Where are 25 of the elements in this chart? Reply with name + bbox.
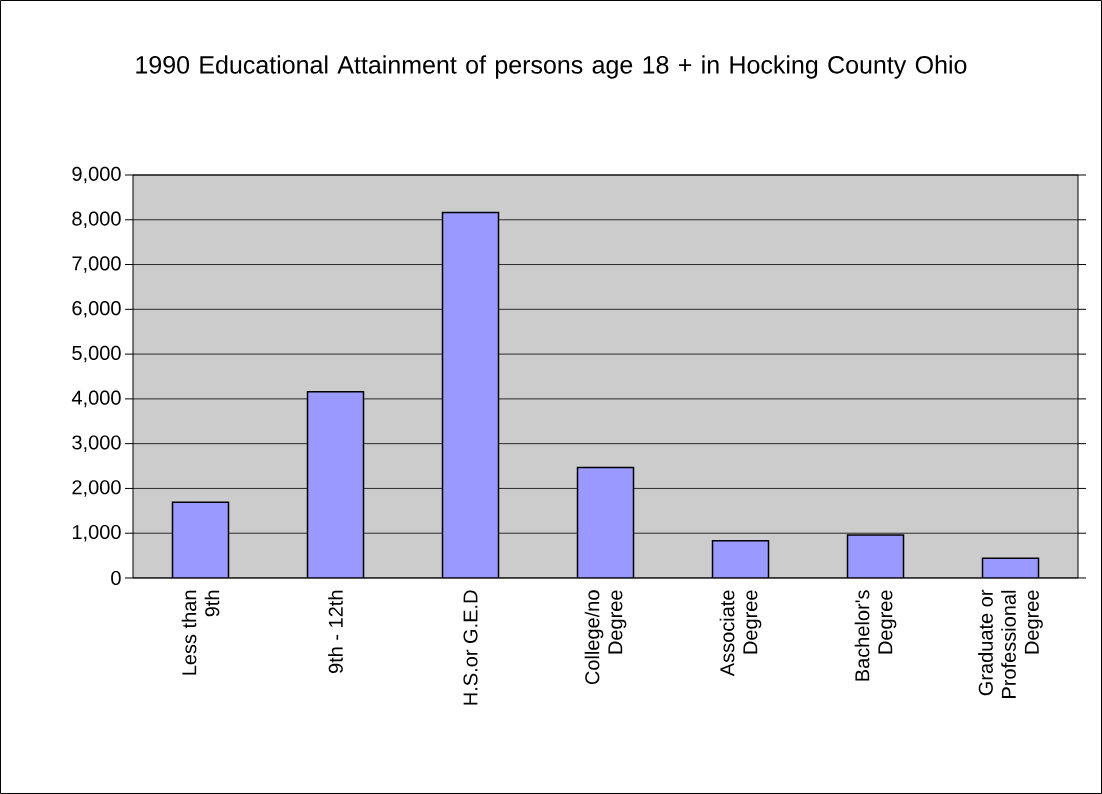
y-tick-label: 8,000 [72, 211, 121, 229]
y-tick-label: 5,000 [72, 345, 121, 363]
bar [171, 501, 230, 578]
x-tick-label: Associate Degree [719, 590, 762, 677]
chart-title: 1990 Educational Attainment of persons age 18 + in Hocking County Ohio [136, 55, 967, 79]
bar [846, 534, 905, 578]
y-tick-label: 3,000 [72, 435, 121, 452]
x-tick-label: H.S.or G.E.D [463, 590, 478, 705]
bar [441, 211, 500, 578]
y-tick-label: 4,000 [71, 390, 121, 408]
y-tick-label: 9,000 [72, 166, 121, 184]
bar [576, 466, 635, 578]
y-tick-label: 6,000 [72, 301, 121, 318]
x-tick-label: College/no Degree [584, 590, 627, 685]
x-tick-label: Less than 9th [181, 590, 220, 675]
x-tick-label: 9th - 12th [328, 590, 343, 674]
bar [711, 540, 770, 578]
y-tick-label: 0 [111, 570, 121, 586]
x-tick-label: Bachelor's Degree [854, 590, 897, 681]
y-tick-label: 1,000 [72, 524, 121, 542]
bar [981, 557, 1040, 578]
bar [306, 390, 365, 578]
y-tick-label: 7,000 [72, 256, 121, 273]
y-tick-label: 2,000 [72, 480, 121, 497]
x-tick-label: Graduate or Professional Degree [978, 589, 1043, 698]
